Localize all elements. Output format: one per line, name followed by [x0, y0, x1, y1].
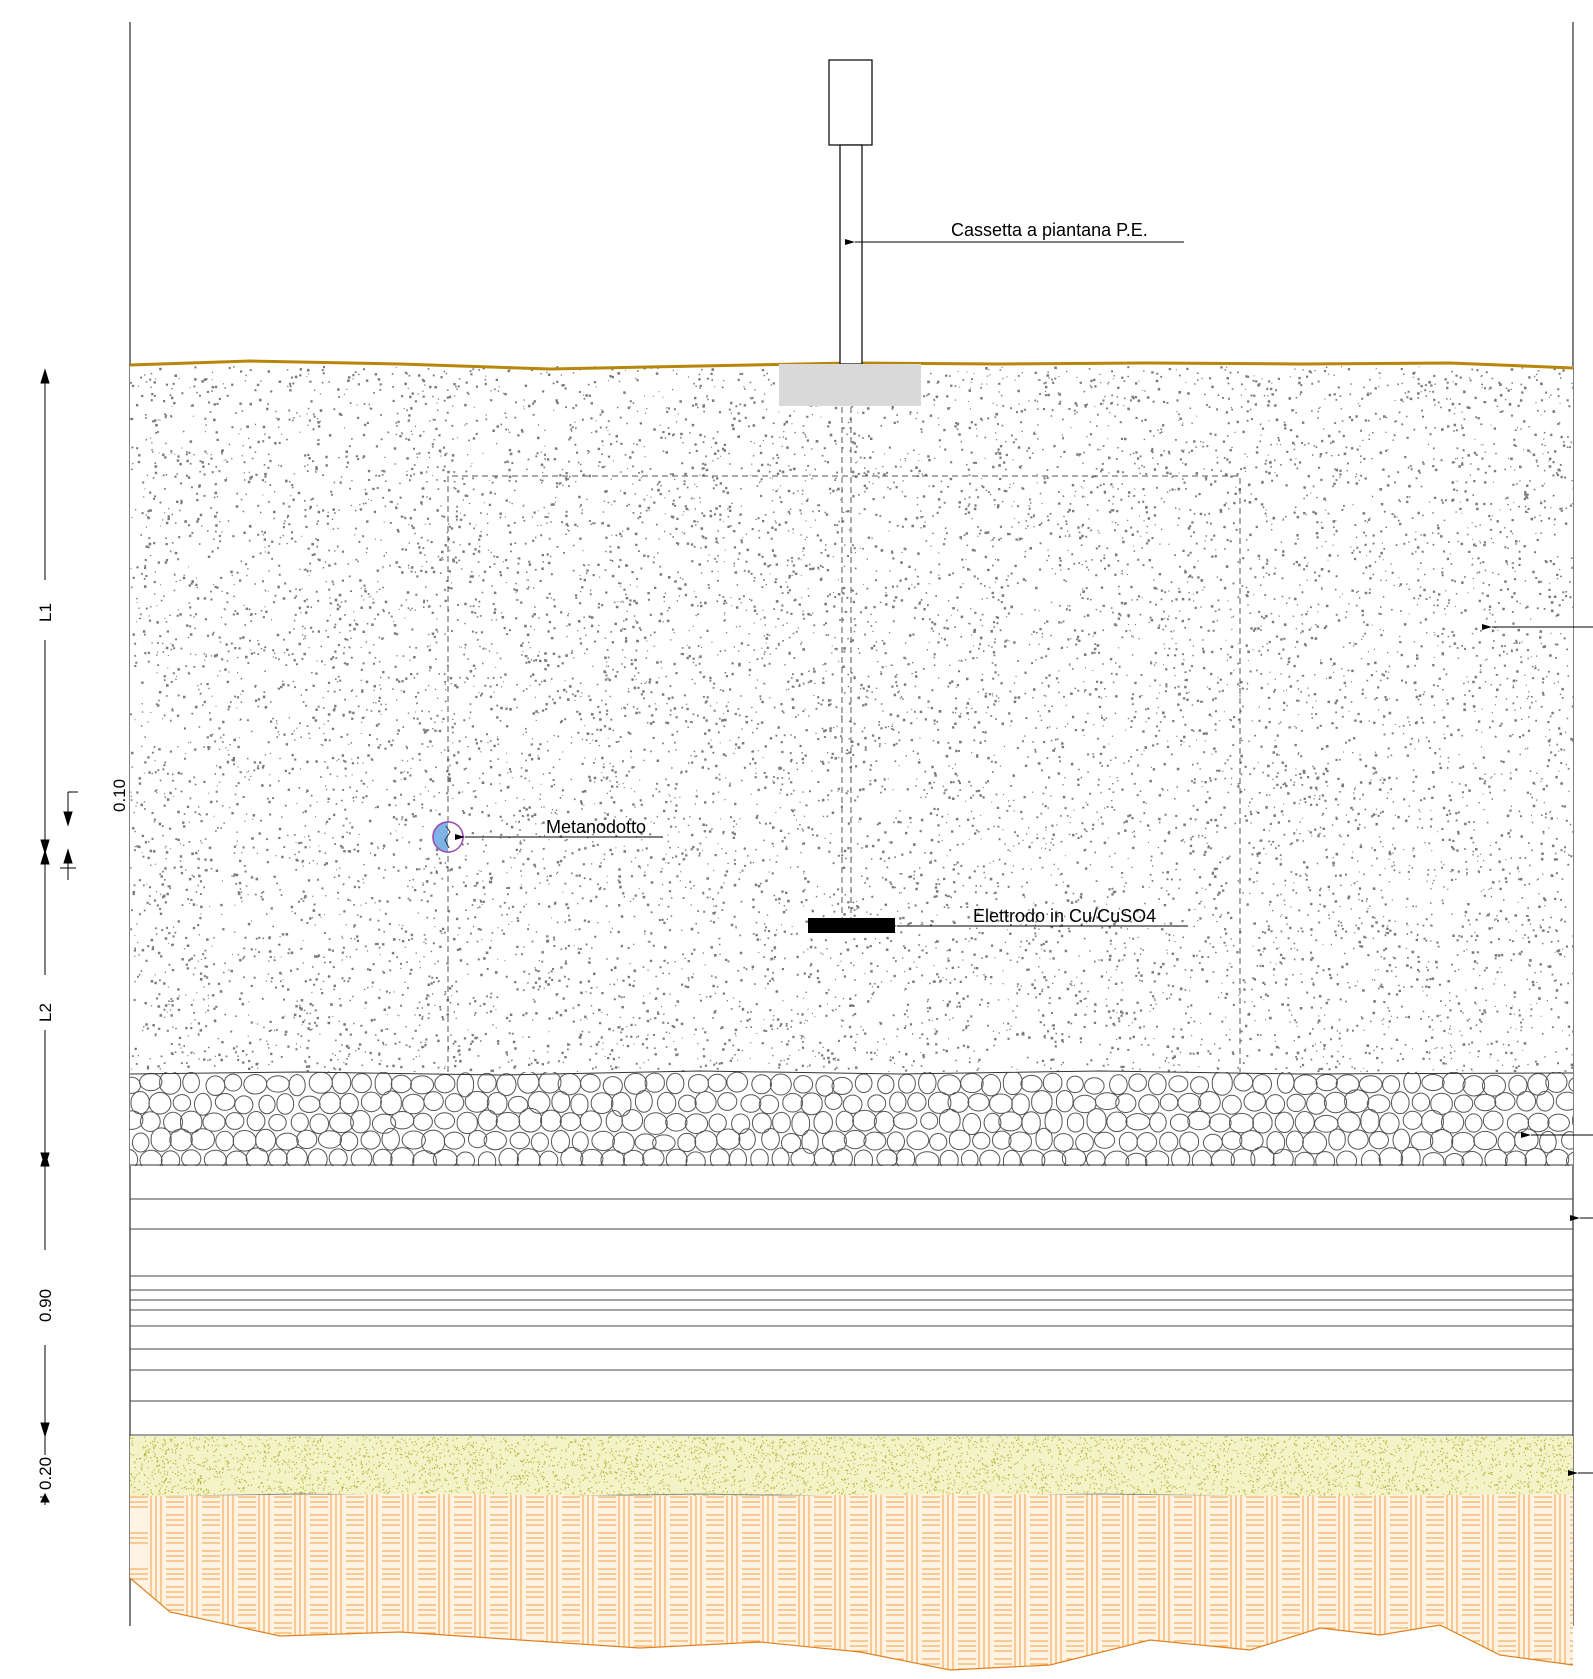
- sand-layer: [130, 1436, 1573, 1500]
- dimension-chain: [40, 368, 78, 1505]
- dim-020: 0.20: [36, 1457, 55, 1490]
- clay-bottom-line: [129, 1577, 1574, 1671]
- dim-090: 0.90: [36, 1289, 55, 1322]
- label-elettrodo: Elettrodo in Cu/CuSO4: [973, 906, 1156, 926]
- label-cassetta: Cassetta a piantana P.E.: [951, 220, 1148, 240]
- cassetta-plinth: [779, 364, 921, 406]
- cassetta-pole: [839, 144, 863, 365]
- cassetta-piantana: [779, 59, 921, 406]
- gravel-top-line: [129, 1070, 1574, 1076]
- cassetta-box: [828, 59, 873, 146]
- electrode-bar: [808, 918, 895, 933]
- label-metanodotto: Metanodotto: [546, 817, 646, 837]
- metanodotto-pipe: [432, 821, 464, 853]
- dim-010: 0.10: [110, 779, 129, 812]
- stratified-layer: [130, 1198, 1573, 1436]
- backfill-layer: [130, 366, 1573, 1074]
- gravel-layer: [130, 1072, 1573, 1166]
- clay-layer: [130, 1494, 1573, 1670]
- dim-l2: L2: [36, 1003, 55, 1022]
- dim-l1: L1: [36, 603, 55, 622]
- trench-outline: [447, 407, 1241, 1166]
